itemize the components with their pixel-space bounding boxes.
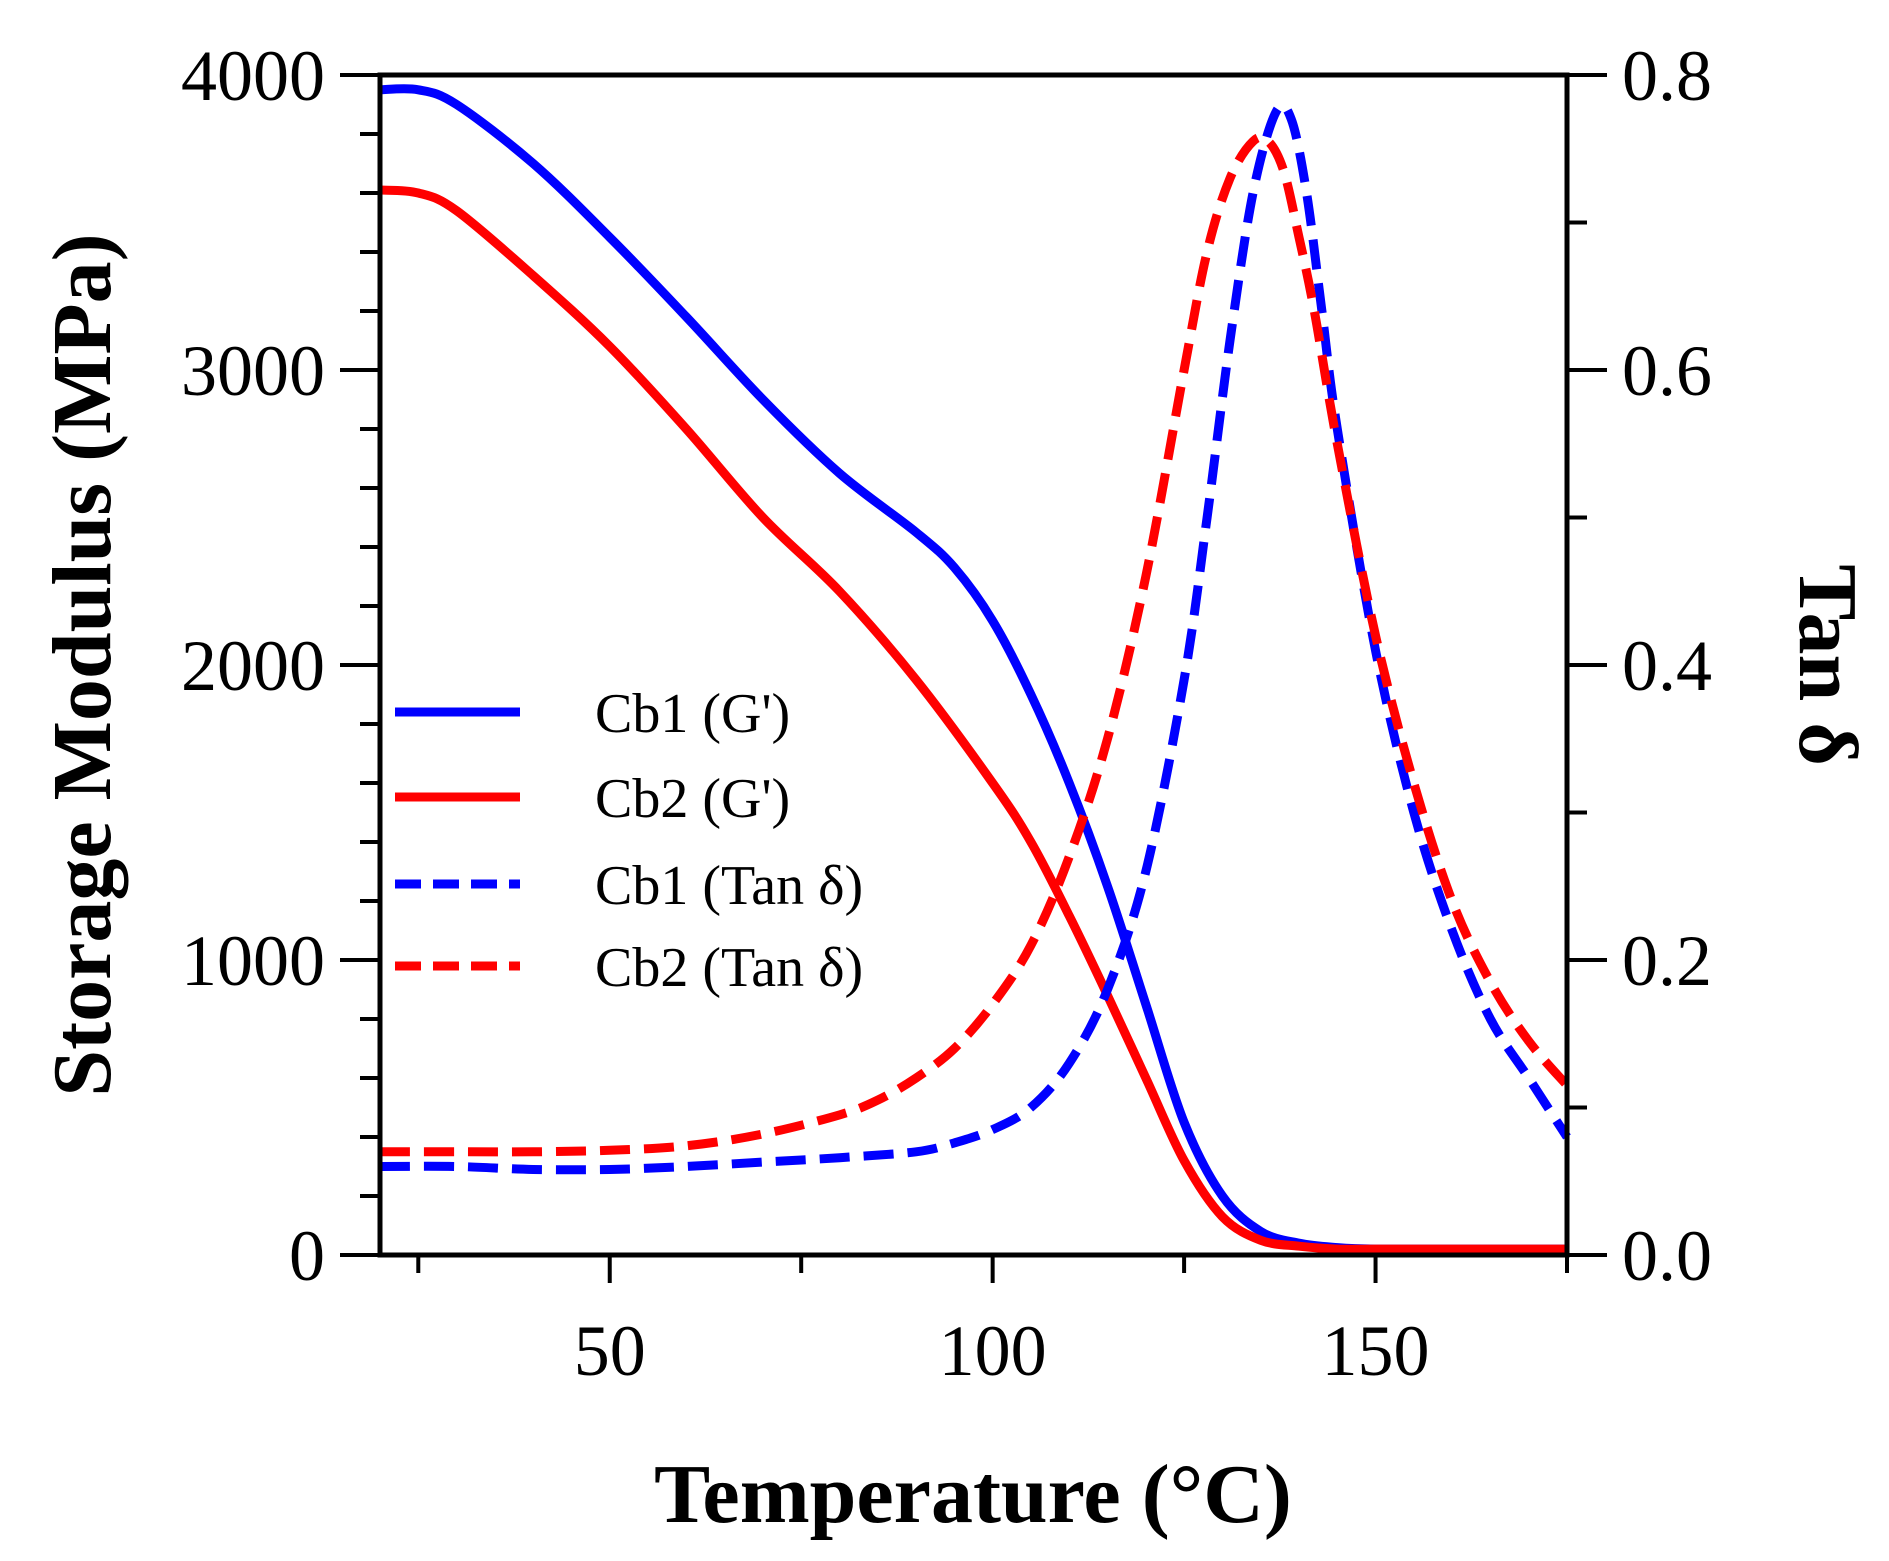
y-left-axis-title: Storage Modulus (MPa) [36, 233, 129, 1096]
y-left-tick-label: 4000 [181, 36, 325, 116]
legend-label-cb2-gprime: Cb2 (G') [595, 768, 790, 830]
tick-label-layer: 50 100 150 0 1000 2000 3000 4000 0.0 0.2 0.4 0.6 0.8 [181, 36, 1712, 1391]
series-layer [379, 84, 1571, 1254]
y-left-tick-label: 0 [289, 1216, 325, 1296]
tick-layer [340, 73, 1607, 1283]
y-left-tick-label: 1000 [181, 921, 325, 1001]
legend-label-cb1-tan: Cb1 (Tan δ) [595, 855, 863, 917]
y-right-tick-label: 0.8 [1622, 36, 1712, 116]
y-right-tick-label: 0.2 [1622, 921, 1712, 1001]
series-cb1-tan-delta [379, 100, 1571, 1175]
legend-label-cb2-tan: Cb2 (Tan δ) [595, 937, 863, 999]
series-cb2-tan-delta [379, 132, 1571, 1157]
y-right-tick-label: 0.0 [1622, 1216, 1712, 1296]
x-axis-title: Temperature (°C) [654, 1448, 1292, 1541]
y-right-axis-title: Tan δ [1781, 564, 1874, 766]
y-left-tick-label: 3000 [181, 331, 325, 411]
y-right-tick-label: 0.4 [1622, 626, 1712, 706]
y-right-tick-label: 0.6 [1622, 331, 1712, 411]
x-tick-label: 100 [939, 1311, 1047, 1391]
x-tick-label: 50 [574, 1311, 646, 1391]
series-cb1-gprime [379, 84, 1567, 1254]
plot-frame [377, 72, 1570, 1258]
legend-label-cb1-gprime: Cb1 (G') [595, 683, 790, 745]
series-cb2-gprime [379, 185, 1567, 1254]
x-tick-label: 150 [1322, 1311, 1430, 1391]
legend: Cb1 (G') Cb2 (G') Cb1 (Tan δ) Cb2 (Tan δ… [395, 683, 863, 999]
y-left-tick-label: 2000 [181, 626, 325, 706]
